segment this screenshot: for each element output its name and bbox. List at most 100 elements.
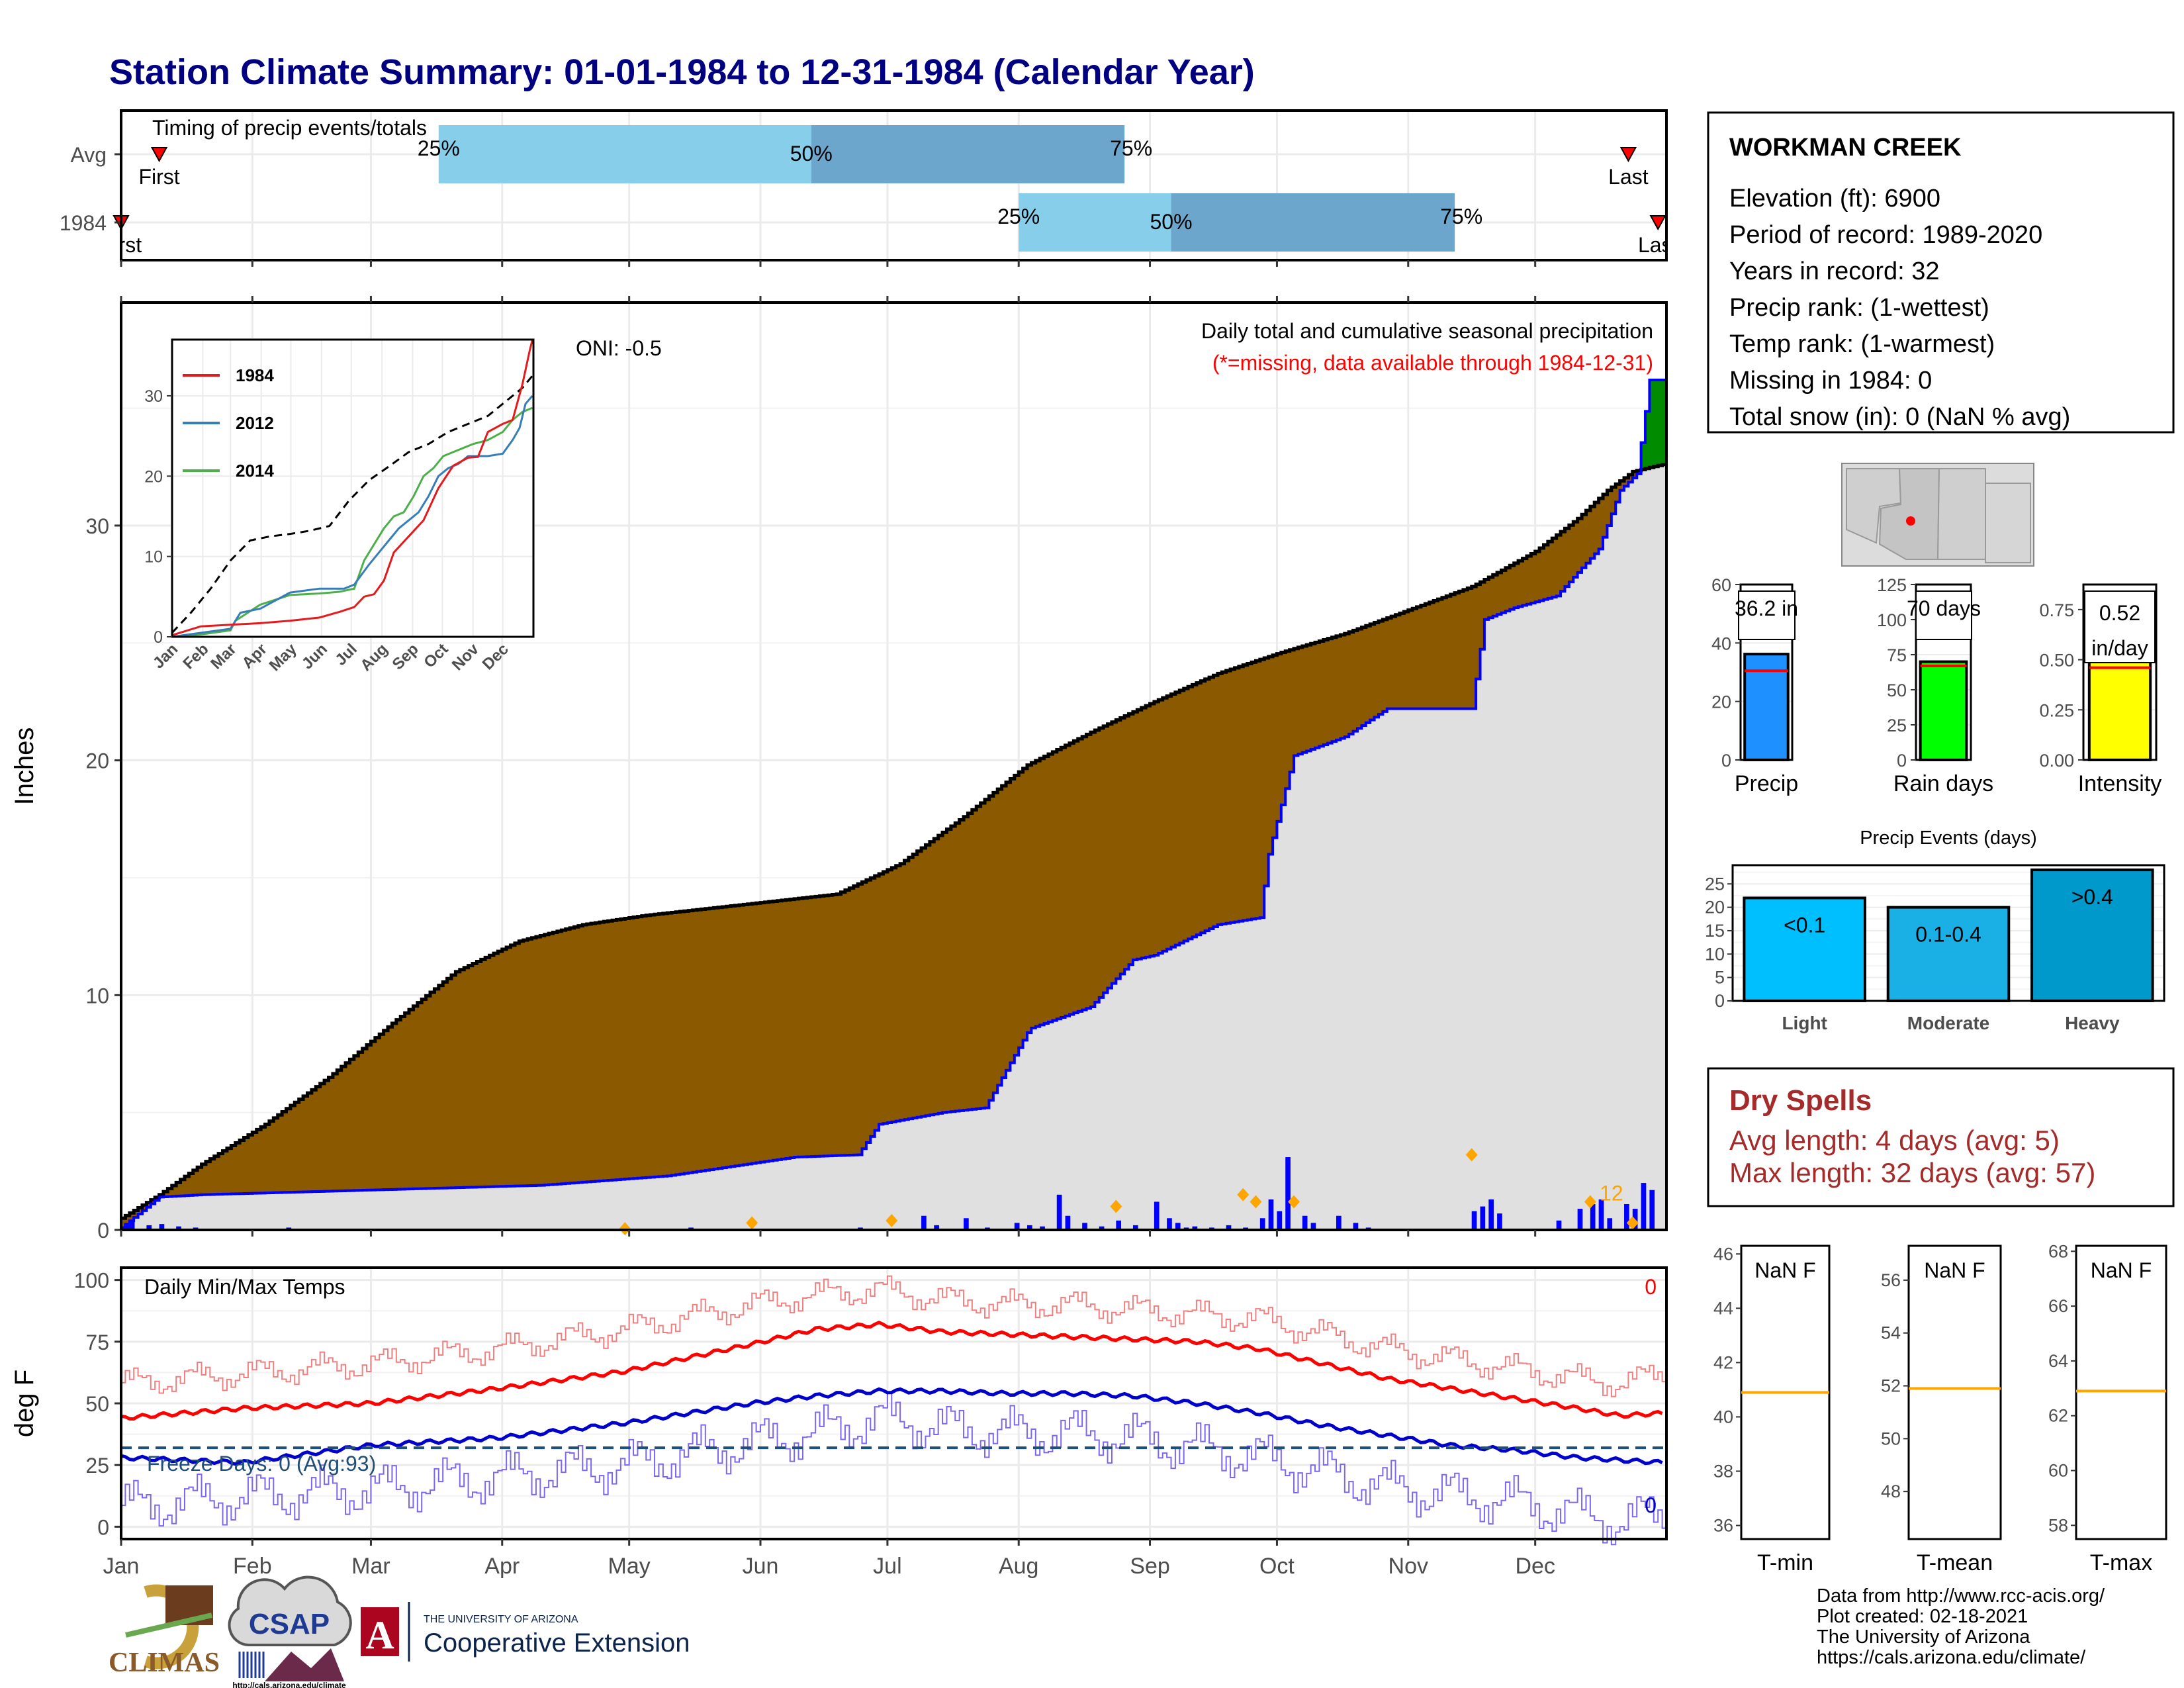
timing-p25-label: 25% bbox=[997, 205, 1040, 228]
events-bar-Moderate bbox=[1886, 906, 2011, 1003]
temperature-chart: Daily Min/Max Temps Freeze Days: 0 (Avg:9… bbox=[10, 1266, 1668, 1579]
missing-day-marker bbox=[1626, 1216, 1639, 1230]
daily-precip-bar bbox=[1285, 1157, 1291, 1230]
daily-precip-bar bbox=[921, 1215, 927, 1230]
timing-row-label: Avg bbox=[70, 143, 107, 167]
inset-month-label: Feb bbox=[179, 640, 212, 673]
oni-label: ONI: -0.5 bbox=[576, 336, 662, 360]
temp-panel-ytick-label: 36 bbox=[1713, 1515, 1733, 1535]
last-label: Last bbox=[1638, 233, 1678, 257]
ua-logo-block bbox=[361, 1607, 399, 1656]
avg-max-temp-line bbox=[120, 1321, 1663, 1421]
temp-panel-ytick-label: 42 bbox=[1713, 1352, 1733, 1372]
temp-panel-value: NaN F bbox=[1924, 1258, 1985, 1282]
inset-month-label: Aug bbox=[357, 640, 391, 675]
daily-precip-bar bbox=[1577, 1209, 1583, 1230]
inset-month-label: Sep bbox=[389, 640, 422, 673]
station-info-line: Elevation (ft): 6900 bbox=[1729, 185, 1940, 212]
month-label: Dec bbox=[1515, 1554, 1555, 1579]
station-location-dot bbox=[1906, 516, 1915, 526]
temp-title: Daily Min/Max Temps bbox=[144, 1275, 345, 1299]
intensity-value: 0.52 bbox=[2099, 601, 2140, 625]
daily-precip-bar bbox=[1167, 1218, 1172, 1230]
timing-p50-label: 50% bbox=[1150, 210, 1192, 234]
events-category-label: Light bbox=[1782, 1013, 1827, 1033]
month-label: Jun bbox=[743, 1554, 779, 1579]
csap-logo-text: CSAP bbox=[249, 1608, 330, 1640]
events-ytick-label: 25 bbox=[1705, 874, 1725, 894]
daily-precip-bar bbox=[1302, 1215, 1308, 1230]
summary-ytick-label: 0.00 bbox=[2039, 751, 2074, 771]
summary-ytick-label: 20 bbox=[1711, 692, 1731, 712]
daily-precip-bar bbox=[176, 1226, 181, 1230]
missing-day-marker bbox=[1465, 1148, 1478, 1162]
events-bar-label: <0.1 bbox=[1784, 913, 1825, 937]
events-bar-label: 0.1-0.4 bbox=[1915, 923, 1981, 947]
temp-y-axis-label: deg F bbox=[10, 1370, 39, 1437]
ua-logo-bottom: Cooperative Extension bbox=[424, 1628, 690, 1658]
temp-panel-ytick-label: 56 bbox=[1881, 1270, 1901, 1290]
summary-ytick-label: 50 bbox=[1887, 680, 1907, 700]
missing-day-marker bbox=[1110, 1199, 1122, 1213]
dry-spells-line: Max length: 32 days (avg: 57) bbox=[1729, 1157, 2095, 1188]
ua-logo-top: THE UNIVERSITY OF ARIZONA bbox=[424, 1614, 578, 1625]
daily-precip-bar bbox=[1336, 1215, 1342, 1230]
missing-day-marker bbox=[1237, 1188, 1250, 1201]
map-state-nm bbox=[1936, 468, 1986, 560]
summary-ytick-label: 0 bbox=[1721, 751, 1731, 771]
daily-precip-bar bbox=[1065, 1215, 1071, 1230]
summary-ytick-label: 60 bbox=[1711, 575, 1731, 595]
timing-p50-label: 50% bbox=[790, 142, 833, 165]
inset-ytick-label: 30 bbox=[144, 387, 163, 406]
events-ytick-label: 5 bbox=[1715, 968, 1725, 988]
temp-panel-ytick-label: 38 bbox=[1713, 1461, 1733, 1481]
summary-label: Rain days bbox=[1893, 771, 1993, 796]
events-frame bbox=[1731, 864, 2165, 1002]
climas-logo-text: CLIMAS bbox=[109, 1648, 220, 1678]
inset-month-label: Jun bbox=[298, 640, 331, 673]
precip-chart: 12 Daily total and cumulative seasonal pr… bbox=[10, 296, 1668, 1243]
below-area bbox=[121, 464, 1666, 1230]
temp-panel-ytick-label: 68 bbox=[2048, 1241, 2068, 1261]
month-label: Jul bbox=[873, 1554, 901, 1579]
daily-precip-bar bbox=[1040, 1226, 1045, 1230]
max-count: 0 bbox=[1645, 1275, 1657, 1299]
daily-precip-bar bbox=[125, 1223, 131, 1230]
temp-panel-ytick-label: 54 bbox=[1881, 1323, 1901, 1343]
temp-ytick-label: 0 bbox=[97, 1515, 109, 1539]
temp-panel-ytick-label: 48 bbox=[1881, 1481, 1901, 1501]
station-info-line: Missing in 1984: 0 bbox=[1729, 367, 1932, 395]
month-label: Oct bbox=[1259, 1554, 1295, 1579]
temp-panel-ytick-label: 64 bbox=[2048, 1351, 2068, 1371]
temp-ytick-label: 25 bbox=[85, 1454, 109, 1477]
temp-panel-value: NaN F bbox=[1754, 1258, 1815, 1282]
timing-p25-label: 25% bbox=[418, 136, 460, 160]
events-ytick-label: 0 bbox=[1715, 991, 1725, 1011]
month-label: Mar bbox=[351, 1554, 390, 1579]
summary-frame bbox=[1915, 583, 1972, 761]
csap-mountain bbox=[265, 1648, 344, 1681]
summary-ytick-label: 25 bbox=[1887, 716, 1907, 735]
events-category-label: Moderate bbox=[1907, 1013, 1989, 1033]
summary-ytick-label: 0.25 bbox=[2039, 700, 2074, 720]
daily-precip-bar bbox=[1226, 1225, 1232, 1230]
inset-ytick-label: 10 bbox=[144, 548, 163, 567]
daily-precip-bar bbox=[1056, 1194, 1062, 1230]
daily-precip-bar bbox=[1480, 1206, 1486, 1230]
temp-panel-ytick-label: 58 bbox=[2048, 1515, 2068, 1535]
inset-frame bbox=[171, 338, 535, 638]
daily-precip-bar bbox=[1607, 1218, 1613, 1230]
temp-panel-value: NaN F bbox=[2091, 1258, 2152, 1282]
daily-precip-bar bbox=[1598, 1199, 1604, 1230]
summary-ytick-label: 100 bbox=[1877, 610, 1907, 630]
timing-bar-25-50 bbox=[438, 125, 811, 183]
events-ytick-label: 10 bbox=[1705, 944, 1725, 964]
daily-precip-bar bbox=[1471, 1211, 1477, 1230]
summary-label: Precip bbox=[1735, 771, 1798, 796]
temp-panel-ytick-label: 44 bbox=[1713, 1298, 1733, 1318]
month-label: Apr bbox=[484, 1554, 520, 1579]
events-bar-Heavy bbox=[2030, 868, 2154, 1002]
chart-header: Daily total and cumulative seasonal prec… bbox=[1201, 319, 1653, 343]
inset-ytick-label: 20 bbox=[144, 467, 163, 486]
